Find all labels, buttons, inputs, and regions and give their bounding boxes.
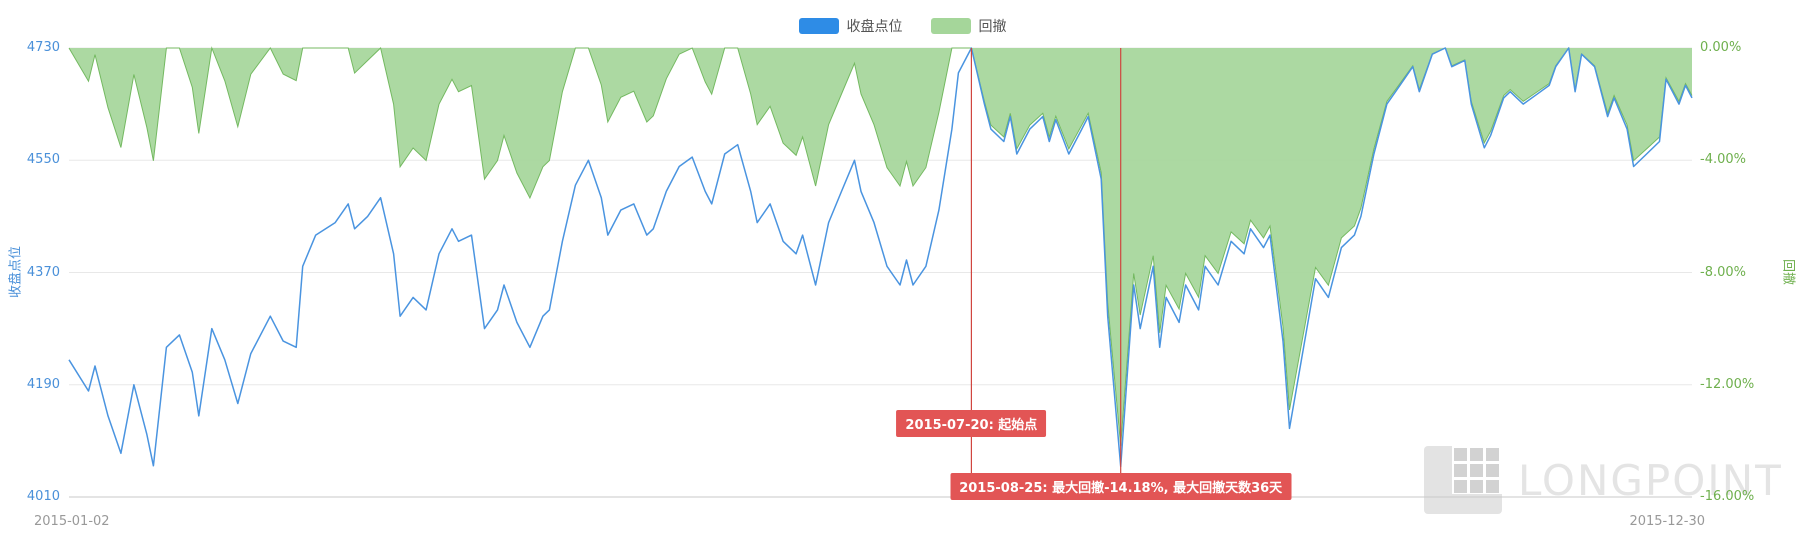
legend-swatch-close-icon (798, 18, 839, 34)
drawdown-area (69, 48, 1692, 447)
left-axis-tick-label: 4730 (26, 40, 60, 55)
legend-label-drawdown: 回撤 (978, 19, 1007, 35)
right-axis-tick-label: -8.00% (1700, 264, 1746, 280)
annotation-max-drawdown: 2015-08-25: 最大回撤-14.18%, 最大回撤天数36天 (950, 473, 1292, 500)
legend-label-close: 收盘点位 (846, 19, 903, 35)
right-axis-tick-label: 0.00% (1700, 40, 1742, 55)
right-axis-tick-label: -16.00% (1700, 489, 1755, 504)
left-axis-tick-label: 4550 (26, 152, 60, 168)
right-axis-tick-label: -12.00% (1700, 376, 1755, 392)
right-axis-tick-label: -4.00% (1700, 152, 1746, 168)
x-axis-end-label: 2015-12-30 (1629, 514, 1705, 529)
right-axis-title: 回撤 (1780, 258, 1796, 286)
left-axis-tick-label: 4370 (26, 264, 60, 280)
legend: 收盘点位 回撤 (0, 16, 1805, 36)
left-axis-tick-label: 4010 (26, 489, 60, 504)
watermark-text: LONGPOINT (1518, 455, 1783, 505)
legend-swatch-drawdown-icon (930, 18, 971, 34)
x-axis-start-label: 2015-01-02 (34, 514, 110, 529)
annotation-start-point: 2015-07-20: 起始点 (896, 410, 1047, 437)
legend-item-drawdown[interactable]: 回撤 (930, 16, 1007, 36)
left-axis-tick-label: 4190 (26, 376, 60, 392)
close-line (68, 47, 1693, 468)
legend-item-close[interactable]: 收盘点位 (798, 16, 903, 36)
